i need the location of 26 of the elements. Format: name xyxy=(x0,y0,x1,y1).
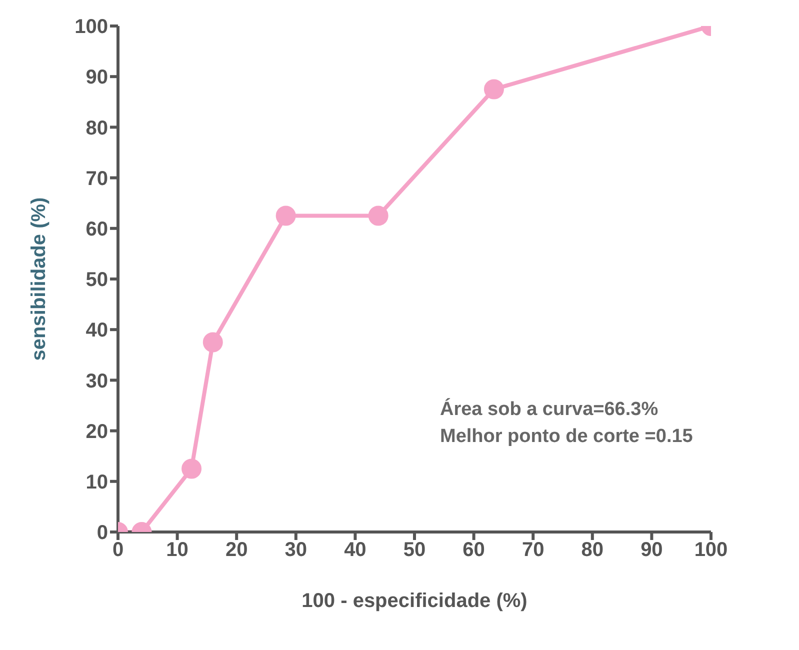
x-tick-label: 60 xyxy=(462,539,485,562)
x-tick-label: 0 xyxy=(112,539,124,562)
x-tick-label: 70 xyxy=(522,539,544,562)
y-tick-label: 80 xyxy=(86,117,108,140)
x-axis-title: 100 - especificidade (%) xyxy=(302,590,528,612)
y-tick-label: 90 xyxy=(86,66,108,89)
x-tick-label: 40 xyxy=(344,539,366,562)
y-tick-label: 20 xyxy=(86,420,108,443)
x-tick-label: 20 xyxy=(225,539,248,562)
y-tick-label: 60 xyxy=(86,218,108,240)
x-tick-label: 80 xyxy=(581,539,604,562)
y-axis-title: sensibilidade (%) xyxy=(28,197,50,361)
annotation: Área sob a curva=66.3% xyxy=(440,397,660,422)
y-tick-label: 70 xyxy=(86,168,108,190)
x-tick-label: 50 xyxy=(403,539,426,562)
y-tick-label: 40 xyxy=(86,320,108,342)
y-tick-label: 0 xyxy=(96,522,108,544)
y-tick-label: 30 xyxy=(86,370,108,392)
y-tick-label: 10 xyxy=(86,472,108,494)
y-tick-label: 100 xyxy=(74,16,108,38)
y-tick-label: 50 xyxy=(86,269,108,292)
annotation: Melhor ponto de corte =0.15 xyxy=(440,425,693,449)
x-tick-label: 100 xyxy=(694,539,728,562)
x-tick-label: 90 xyxy=(640,539,663,562)
x-tick-label: 10 xyxy=(166,539,188,562)
x-tick-label: 30 xyxy=(284,539,308,562)
